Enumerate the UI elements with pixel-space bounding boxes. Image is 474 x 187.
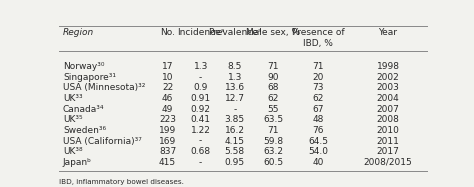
Text: USA (Minnesota)³²: USA (Minnesota)³² [63,83,146,92]
Text: 223: 223 [159,115,176,124]
Text: 2008: 2008 [376,115,400,124]
Text: 2017: 2017 [376,147,400,156]
Text: 71: 71 [312,62,324,71]
Text: Presence of
IBD, %: Presence of IBD, % [292,28,345,48]
Text: 8.5: 8.5 [228,62,242,71]
Text: -: - [233,105,237,114]
Text: 62: 62 [312,94,324,103]
Text: 199: 199 [159,126,176,135]
Text: 68: 68 [267,83,279,92]
Text: 17: 17 [162,62,173,71]
Text: 2008/2015: 2008/2015 [364,158,412,167]
Text: 63.5: 63.5 [263,115,283,124]
Text: Prevalenceᵃ: Prevalenceᵃ [208,28,262,37]
Text: 2011: 2011 [376,137,400,146]
Text: 2010: 2010 [376,126,400,135]
Text: 71: 71 [267,62,279,71]
Text: 1.3: 1.3 [193,62,208,71]
Text: Year: Year [379,28,398,37]
Text: 13.6: 13.6 [225,83,245,92]
Text: 73: 73 [312,83,324,92]
Text: 0.91: 0.91 [191,94,211,103]
Text: 67: 67 [312,105,324,114]
Text: Incidenceᵃ: Incidenceᵃ [177,28,224,37]
Text: 16.2: 16.2 [225,126,245,135]
Text: UK³³: UK³³ [63,94,82,103]
Text: Japanᵇ: Japanᵇ [63,158,92,167]
Text: 10: 10 [162,73,173,82]
Text: Sweden³⁶: Sweden³⁶ [63,126,106,135]
Text: 71: 71 [267,126,279,135]
Text: Male sex, %: Male sex, % [246,28,300,37]
Text: 1.22: 1.22 [191,126,210,135]
Text: Region: Region [63,28,94,37]
Text: -: - [199,137,202,146]
Text: 62: 62 [267,94,279,103]
Text: 46: 46 [162,94,173,103]
Text: 2003: 2003 [376,83,400,92]
Text: No.: No. [160,28,175,37]
Text: 48: 48 [312,115,324,124]
Text: 12.7: 12.7 [225,94,245,103]
Text: UK³⁸: UK³⁸ [63,147,82,156]
Text: Norway³⁰: Norway³⁰ [63,62,104,71]
Text: 55: 55 [267,105,279,114]
Text: 59.8: 59.8 [263,137,283,146]
Text: 1998: 1998 [376,62,400,71]
Text: 54.0: 54.0 [308,147,328,156]
Text: 5.58: 5.58 [225,147,245,156]
Text: 90: 90 [267,73,279,82]
Text: 63.2: 63.2 [263,147,283,156]
Text: 2007: 2007 [376,105,400,114]
Text: 0.68: 0.68 [191,147,211,156]
Text: 169: 169 [159,137,176,146]
Text: 40: 40 [312,158,324,167]
Text: Canada³⁴: Canada³⁴ [63,105,104,114]
Text: 64.5: 64.5 [308,137,328,146]
Text: 3.85: 3.85 [225,115,245,124]
Text: 0.41: 0.41 [191,115,210,124]
Text: 415: 415 [159,158,176,167]
Text: 20: 20 [312,73,324,82]
Text: 4.15: 4.15 [225,137,245,146]
Text: 2004: 2004 [377,94,400,103]
Text: 0.92: 0.92 [191,105,210,114]
Text: UK³⁵: UK³⁵ [63,115,82,124]
Text: -: - [199,73,202,82]
Text: 1.3: 1.3 [228,73,242,82]
Text: 0.95: 0.95 [225,158,245,167]
Text: IBD, inflammatory bowel diseases.: IBD, inflammatory bowel diseases. [59,179,184,185]
Text: USA (California)³⁷: USA (California)³⁷ [63,137,142,146]
Text: 60.5: 60.5 [263,158,283,167]
Text: 2002: 2002 [377,73,400,82]
Text: 837: 837 [159,147,176,156]
Text: 49: 49 [162,105,173,114]
Text: 0.9: 0.9 [193,83,208,92]
Text: 76: 76 [312,126,324,135]
Text: 22: 22 [162,83,173,92]
Text: Singapore³¹: Singapore³¹ [63,73,116,82]
Text: -: - [199,158,202,167]
